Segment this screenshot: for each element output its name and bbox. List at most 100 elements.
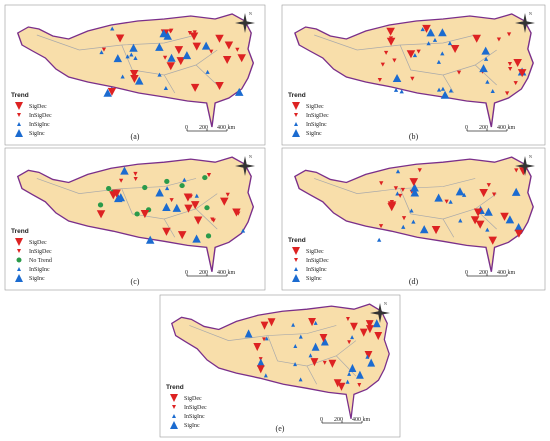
- station-marker: [155, 188, 164, 197]
- panel-label: (b): [409, 132, 419, 141]
- station-marker: [159, 29, 168, 38]
- station-marker: [484, 207, 493, 216]
- station-marker: [190, 83, 200, 92]
- station-marker: [517, 69, 527, 78]
- station-marker: [174, 46, 184, 55]
- station-marker: [387, 201, 397, 210]
- legend-entry: SigInc: [306, 131, 322, 137]
- station-marker: [485, 227, 490, 232]
- station-marker: [298, 377, 303, 382]
- scale-bar: [321, 421, 363, 424]
- station-marker: [392, 58, 397, 63]
- station-marker: [490, 89, 495, 94]
- north-arrow: [235, 13, 255, 33]
- station-marker: [205, 233, 212, 239]
- station-marker: [378, 224, 384, 229]
- station-marker: [419, 225, 429, 234]
- station-marker: [377, 237, 382, 242]
- station-marker: [514, 168, 519, 173]
- legend-symbol: [15, 274, 23, 282]
- station-marker: [505, 215, 515, 224]
- station-marker: [220, 197, 229, 206]
- station-marker: [481, 46, 490, 55]
- station-marker: [401, 216, 407, 221]
- station-marker: [320, 337, 329, 346]
- legend-symbol: [16, 257, 22, 263]
- station-marker: [393, 186, 399, 191]
- station-marker: [182, 177, 187, 182]
- station-marker: [263, 373, 268, 378]
- legend-entry: InSigInc: [29, 267, 50, 273]
- station-marker: [486, 183, 491, 188]
- legend-symbol: [17, 122, 21, 126]
- station-marker: [383, 50, 389, 55]
- scale-bar: [186, 129, 228, 132]
- station-marker: [395, 169, 401, 174]
- legend-symbol: [15, 102, 23, 110]
- north-arrow: [515, 13, 535, 33]
- scale-label: 200: [334, 417, 343, 423]
- station-marker: [400, 187, 406, 192]
- scale-label: 400 km: [497, 125, 516, 131]
- scale-label: 0: [465, 270, 468, 276]
- scale-label: 200: [199, 270, 208, 276]
- station-marker: [133, 171, 138, 176]
- station-marker: [365, 320, 374, 329]
- station-marker: [337, 382, 346, 391]
- station-marker: [458, 218, 463, 223]
- station-marker: [359, 328, 368, 337]
- station-marker: [264, 336, 269, 341]
- station-marker: [426, 41, 431, 46]
- station-marker: [483, 56, 489, 61]
- station-marker: [179, 183, 185, 189]
- station-marker: [470, 216, 480, 225]
- station-marker: [190, 201, 200, 210]
- station-marker: [201, 41, 211, 50]
- station-marker: [172, 203, 182, 212]
- station-marker: [364, 350, 373, 360]
- station-marker: [347, 340, 352, 345]
- station-marker: [256, 358, 265, 367]
- map: [294, 156, 534, 272]
- station-marker: [357, 383, 362, 388]
- scale-label: 0: [185, 270, 188, 276]
- station-marker: [193, 216, 203, 225]
- station-marker: [96, 210, 106, 219]
- legend-title: Trend: [288, 237, 306, 244]
- station-marker: [293, 343, 298, 349]
- station-marker: [130, 75, 139, 84]
- station-marker: [514, 222, 523, 232]
- station-marker: [209, 49, 214, 54]
- legend-symbol: [294, 258, 298, 262]
- station-marker: [129, 52, 134, 57]
- station-marker: [379, 181, 384, 186]
- legend-entry: InSigDec: [29, 249, 52, 255]
- station-marker: [164, 186, 170, 191]
- station-marker: [479, 64, 488, 73]
- station-marker: [224, 41, 234, 50]
- legend-entry: SigDec: [306, 249, 324, 255]
- legend-symbol: [170, 421, 178, 429]
- station-marker: [436, 87, 442, 92]
- legend-entry: InSigInc: [306, 122, 327, 128]
- legend-entry: SigInc: [306, 276, 322, 282]
- station-marker: [431, 225, 441, 235]
- boundary: [314, 34, 497, 94]
- station-marker: [184, 204, 193, 213]
- scale-bar: [466, 129, 508, 132]
- station-marker: [440, 86, 446, 91]
- panel-label: (e): [276, 424, 285, 433]
- station-marker: [365, 354, 370, 359]
- station-marker: [491, 192, 497, 197]
- station-marker: [328, 359, 337, 368]
- station-marker: [169, 198, 174, 203]
- station-marker: [163, 31, 172, 40]
- legend-symbol: [294, 113, 298, 117]
- station-marker: [112, 189, 121, 198]
- station-marker: [432, 37, 438, 42]
- station-marker: [267, 318, 276, 327]
- station-marker: [298, 334, 303, 339]
- station-marker: [110, 26, 115, 31]
